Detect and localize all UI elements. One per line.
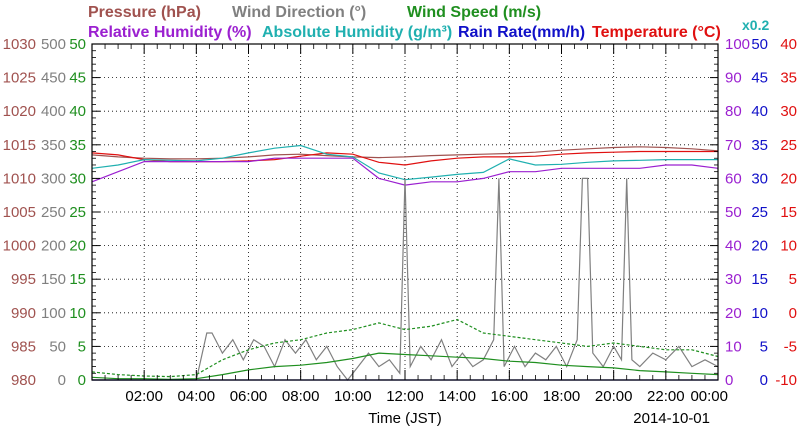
x-axis-label: Time (JST)	[368, 410, 442, 427]
y-tick-label-rain-rate: 25	[751, 204, 768, 221]
y-tick-label-temperature: -5	[784, 338, 797, 355]
y-tick-label-wind-speed: 25	[69, 204, 86, 221]
y-tick-label-wind-speed: 35	[69, 137, 86, 154]
y-tick-label-humidity: 10	[725, 338, 742, 355]
y-tick-label-wind-direction: 500	[41, 36, 66, 53]
y-tick-label-humidity: 50	[725, 204, 742, 221]
legend-relative-humidity: Relative Humidity (%)	[88, 24, 252, 41]
y-tick-label-pressure: 1015	[3, 137, 36, 154]
x-tick-label: 14:00	[438, 388, 476, 405]
y-tick-label-humidity: 80	[725, 103, 742, 120]
y-tick-label-wind-direction: 150	[41, 271, 66, 288]
y-tick-label-temperature: 15	[780, 204, 797, 221]
y-tick-label-pressure: 1000	[3, 238, 36, 255]
series-line-pressure-hpa	[91, 146, 719, 160]
y-tick-label-wind-speed: 50	[69, 36, 86, 53]
y-tick-label-temperature: 5	[789, 271, 797, 288]
legend-rain-rate: Rain Rate(mm/h)	[458, 24, 585, 41]
y-tick-label-humidity: 60	[725, 170, 742, 187]
y-tick-label-rain-rate: 45	[751, 70, 768, 87]
y-tick-label-temperature: 25	[780, 137, 797, 154]
y-tick-label-humidity: 70	[725, 137, 742, 154]
x-tick-label: 16:00	[491, 388, 529, 405]
y-tick-label-wind-speed: 30	[69, 170, 86, 187]
x-tick-label: 20:00	[595, 388, 633, 405]
grid	[92, 44, 718, 380]
y-tick-label-humidity: 20	[725, 305, 742, 322]
x-tick-label: 04:00	[178, 388, 216, 405]
legend-rain-scale-note: x0.2	[742, 17, 769, 33]
y-tick-label-wind-direction: 400	[41, 103, 66, 120]
y-tick-label-pressure: 1005	[3, 204, 36, 221]
x-tick-label: 00:00	[690, 388, 728, 405]
y-tick-label-temperature: 10	[780, 238, 797, 255]
y-tick-label-wind-direction: 0	[58, 372, 66, 389]
y-tick-label-wind-direction: 450	[41, 70, 66, 87]
y-tick-label-wind-direction: 100	[41, 305, 66, 322]
series-line-wind-direction	[92, 177, 719, 381]
x-tick-label: 08:00	[282, 388, 320, 405]
y-tick-label-wind-direction: 350	[41, 137, 66, 154]
x-tick-label: 10:00	[334, 388, 372, 405]
y-tick-label-wind-speed: 40	[69, 103, 86, 120]
y-tick-label-rain-rate: 40	[751, 103, 768, 120]
x-tick-label: 12:00	[386, 388, 424, 405]
y-tick-label-rain-rate: 10	[751, 305, 768, 322]
y-tick-label-rain-rate: 35	[751, 137, 768, 154]
y-tick-label-rain-rate: 5	[760, 338, 768, 355]
y-tick-label-pressure: 1030	[3, 36, 36, 53]
y-tick-label-pressure: 1025	[3, 70, 36, 87]
y-tick-label-pressure: 1010	[3, 170, 36, 187]
legend-wind-speed: Wind Speed (m/s)	[407, 4, 541, 21]
y-tick-label-wind-direction: 200	[41, 238, 66, 255]
y-tick-label-wind-speed: 15	[69, 271, 86, 288]
y-tick-label-temperature: 40	[780, 36, 797, 53]
y-tick-label-humidity: 0	[725, 372, 733, 389]
y-tick-label-wind-direction: 250	[41, 204, 66, 221]
date-label: 2014-10-01	[633, 410, 710, 427]
y-tick-label-humidity: 40	[725, 238, 742, 255]
series-line-wind-gust-m-s	[91, 318, 719, 378]
y-tick-label-wind-speed: 5	[78, 338, 86, 355]
y-tick-label-humidity: 90	[725, 70, 742, 87]
y-tick-label-temperature: 20	[780, 170, 797, 187]
y-tick-label-temperature: 35	[780, 70, 797, 87]
x-tick-label: 02:00	[125, 388, 163, 405]
y-tick-label-wind-direction: 300	[41, 170, 66, 187]
y-tick-label-pressure: 990	[11, 305, 36, 322]
y-tick-label-temperature: -10	[775, 372, 797, 389]
legend-temperature: Temperature (°C)	[592, 24, 721, 41]
y-tick-label-wind-speed: 10	[69, 305, 86, 322]
y-tick-label-humidity: 30	[725, 271, 742, 288]
legend-wind-direction: Wind Direction (°)	[232, 4, 366, 21]
x-tick-label: 22:00	[647, 388, 685, 405]
y-tick-label-wind-speed: 45	[69, 70, 86, 87]
legend-absolute-humidity: Absolute Humidity (g/m³)	[262, 24, 452, 41]
y-tick-label-wind-speed: 0	[78, 372, 86, 389]
y-tick-label-rain-rate: 50	[751, 36, 768, 53]
series-line-temperature-c	[91, 150, 718, 166]
y-tick-label-wind-speed: 20	[69, 238, 86, 255]
y-tick-label-rain-rate: 20	[751, 238, 768, 255]
y-tick-label-humidity: 100	[725, 36, 750, 53]
x-tick-label: 06:00	[230, 388, 268, 405]
y-tick-label-pressure: 980	[11, 372, 36, 389]
y-tick-label-temperature: 30	[780, 103, 797, 120]
y-tick-label-rain-rate: 30	[751, 170, 768, 187]
y-tick-label-wind-direction: 50	[49, 338, 66, 355]
y-tick-label-rain-rate: 0	[760, 372, 768, 389]
y-tick-label-pressure: 985	[11, 338, 36, 355]
legend-pressure: Pressure (hPa)	[88, 4, 201, 21]
y-tick-label-temperature: 0	[789, 305, 797, 322]
axes: 02:00 04:00 06:00 08:00 10:00 12:00 14:00 16:00…	[3, 36, 797, 405]
series-line-absolute-humidity-g-m	[91, 144, 718, 181]
y-tick-label-pressure: 1020	[3, 103, 36, 120]
x-tick-label: 18:00	[543, 388, 581, 405]
y-tick-label-rain-rate: 15	[751, 271, 768, 288]
y-tick-label-pressure: 995	[11, 271, 36, 288]
